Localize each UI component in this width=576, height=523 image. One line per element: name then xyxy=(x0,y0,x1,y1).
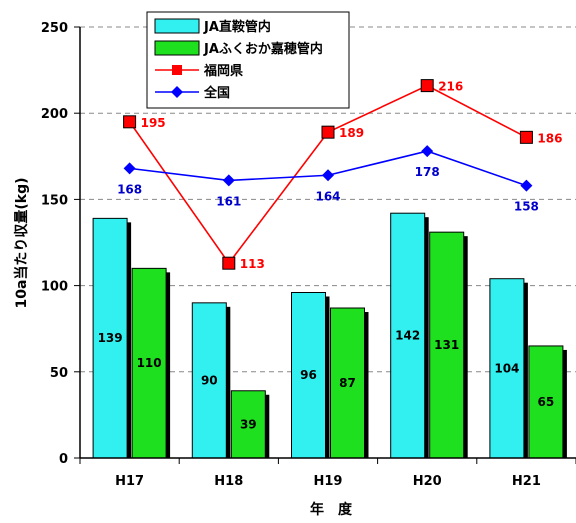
square-marker xyxy=(321,125,335,139)
legend-swatch xyxy=(154,40,200,56)
bar-label: 131 xyxy=(434,338,459,352)
bar xyxy=(429,231,465,459)
point-label: 164 xyxy=(315,189,340,203)
x-tick-label: H19 xyxy=(314,474,343,489)
x-tick-label: H21 xyxy=(512,474,541,489)
y-tick-label: 50 xyxy=(50,366,68,381)
bar xyxy=(191,302,227,459)
data-labels: 139 90 96 142 104 110 39 87 131 65 195 113 189 216 186… xyxy=(98,80,563,432)
y-tick-label: 100 xyxy=(41,280,68,295)
point-label: 189 xyxy=(339,126,364,140)
square-marker xyxy=(123,115,137,129)
legend-swatch xyxy=(154,18,200,34)
bar-label: 96 xyxy=(300,368,317,382)
bar-label: 87 xyxy=(339,376,356,390)
y-tick-label: 200 xyxy=(41,107,68,122)
bar-label: 90 xyxy=(201,373,218,387)
bar-label: 139 xyxy=(98,331,123,345)
bar xyxy=(230,390,266,459)
point-label: 178 xyxy=(415,165,440,179)
bar xyxy=(330,307,365,459)
legend-diamond-marker xyxy=(171,86,183,98)
diamond-marker xyxy=(520,179,533,192)
square-marker xyxy=(420,79,434,93)
bar xyxy=(489,278,525,459)
bars xyxy=(92,212,567,459)
x-tick-label: H17 xyxy=(115,474,144,489)
bar xyxy=(528,345,564,459)
bar-label: 110 xyxy=(137,356,162,370)
bar xyxy=(131,267,167,459)
square-marker xyxy=(519,130,533,144)
diamond-marker xyxy=(322,169,334,182)
bar-label: 142 xyxy=(395,329,420,343)
point-label: 186 xyxy=(537,131,562,145)
point-label: 216 xyxy=(438,80,463,94)
bar xyxy=(92,217,128,459)
x-tick-label: H20 xyxy=(413,474,442,489)
y-tick-label: 250 xyxy=(41,21,68,36)
point-label: 113 xyxy=(240,257,265,271)
y-tick-label: 150 xyxy=(41,193,68,208)
legend-label: 福岡県 xyxy=(203,63,243,79)
x-axis-title: 年 度 xyxy=(310,501,353,518)
bar-label: 104 xyxy=(494,361,519,375)
bar-label: 39 xyxy=(240,417,257,431)
y-axis-title: 10a当たり収量(kg) xyxy=(13,177,30,308)
x-tick-label: H18 xyxy=(214,474,243,489)
y-tick-label: 0 xyxy=(59,452,68,467)
square-marker xyxy=(222,256,236,270)
lines xyxy=(123,79,533,270)
diamond-marker xyxy=(123,162,136,175)
legend-square-marker xyxy=(172,65,182,75)
point-label: 195 xyxy=(141,116,166,130)
point-label: 161 xyxy=(216,194,241,208)
axes: 0 50 100 150 200 250 H17 H18 H19 H20 H21 xyxy=(41,21,576,489)
legend-label: JA直鞍管内 xyxy=(203,19,271,35)
legend-label: JAふくおか嘉穂管内 xyxy=(203,41,323,57)
bar xyxy=(291,291,326,459)
diamond-marker xyxy=(421,145,434,158)
point-label: 168 xyxy=(117,182,142,196)
bar-label: 65 xyxy=(538,395,555,409)
point-label: 158 xyxy=(514,200,539,214)
diamond-marker xyxy=(222,174,235,187)
legend-label: 全国 xyxy=(203,85,230,101)
bar xyxy=(390,212,426,459)
